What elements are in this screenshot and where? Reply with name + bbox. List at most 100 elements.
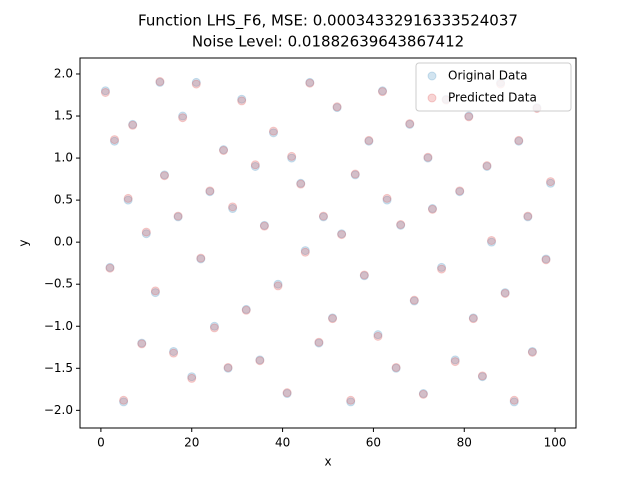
point xyxy=(546,178,556,188)
point xyxy=(546,177,556,187)
point xyxy=(282,389,292,399)
y-tick-label: −1.0 xyxy=(44,319,73,333)
point xyxy=(296,179,306,189)
point xyxy=(359,271,369,281)
x-axis-label: x xyxy=(324,455,331,469)
point xyxy=(259,221,269,231)
point xyxy=(123,195,133,205)
point xyxy=(173,212,183,222)
point xyxy=(128,120,138,130)
point xyxy=(287,151,297,161)
point xyxy=(119,397,129,407)
point xyxy=(396,220,406,229)
point xyxy=(305,78,315,88)
point xyxy=(178,113,188,123)
x-tick-label: 80 xyxy=(457,436,472,450)
y-axis-label: y xyxy=(17,239,31,246)
point xyxy=(300,246,310,256)
point xyxy=(287,153,297,163)
y-tick-label: 2.0 xyxy=(54,66,73,80)
point xyxy=(500,288,510,298)
point xyxy=(391,362,401,372)
point xyxy=(273,279,283,289)
point xyxy=(155,77,165,87)
point xyxy=(228,204,238,214)
point xyxy=(337,229,347,239)
point xyxy=(477,371,487,381)
y-tick-label: 0.0 xyxy=(54,235,73,249)
point xyxy=(150,286,160,296)
y-tick-label: −2.0 xyxy=(44,403,73,417)
point xyxy=(364,135,374,145)
point xyxy=(187,373,197,383)
point xyxy=(250,161,260,171)
plot-frame xyxy=(79,57,577,429)
point xyxy=(450,357,460,367)
point xyxy=(423,152,433,162)
point xyxy=(259,220,269,230)
point xyxy=(509,397,519,407)
legend-marker xyxy=(427,93,437,103)
point xyxy=(255,356,265,366)
point xyxy=(209,321,219,331)
point xyxy=(541,254,551,264)
point xyxy=(169,348,179,358)
point xyxy=(314,337,324,347)
x-tick-label: 60 xyxy=(366,436,381,450)
point xyxy=(209,323,219,333)
point xyxy=(455,187,465,197)
point xyxy=(105,263,115,273)
x-tick-label: 0 xyxy=(97,436,105,450)
point xyxy=(378,87,388,97)
point xyxy=(477,372,487,382)
point xyxy=(350,169,360,179)
point xyxy=(382,195,392,205)
point xyxy=(314,338,324,348)
point xyxy=(196,253,206,263)
point xyxy=(300,247,310,257)
x-tick-label: 20 xyxy=(184,436,199,450)
point xyxy=(346,397,356,407)
point xyxy=(237,96,247,106)
y-tick-label: 1.0 xyxy=(54,151,73,165)
point xyxy=(159,171,169,181)
point xyxy=(296,178,306,188)
point xyxy=(409,295,419,305)
point xyxy=(178,111,188,121)
point xyxy=(137,339,147,349)
point xyxy=(350,170,360,180)
point xyxy=(337,230,347,240)
point xyxy=(396,220,406,230)
point xyxy=(305,77,315,87)
point xyxy=(119,395,129,405)
point xyxy=(332,103,342,113)
point xyxy=(482,161,492,171)
point xyxy=(250,160,260,170)
point xyxy=(318,211,328,221)
y-tick-label: −0.5 xyxy=(44,277,73,291)
legend-marker xyxy=(427,71,437,81)
point xyxy=(123,193,133,203)
point xyxy=(219,145,229,155)
x-tick-label: 40 xyxy=(275,436,290,450)
point xyxy=(500,288,510,298)
y-tick-label: 0.5 xyxy=(54,193,73,207)
point xyxy=(268,128,278,138)
point xyxy=(196,254,206,264)
point xyxy=(418,389,428,399)
point xyxy=(173,211,183,221)
legend-label: Original Data xyxy=(448,69,527,83)
point xyxy=(141,229,151,239)
point xyxy=(359,270,369,280)
point xyxy=(128,119,138,129)
point xyxy=(328,314,338,324)
point xyxy=(191,77,201,87)
point xyxy=(427,204,437,214)
point xyxy=(273,281,283,291)
legend-box xyxy=(415,62,572,112)
point xyxy=(191,79,201,89)
point xyxy=(205,186,215,196)
point xyxy=(282,388,292,398)
point xyxy=(464,112,474,122)
